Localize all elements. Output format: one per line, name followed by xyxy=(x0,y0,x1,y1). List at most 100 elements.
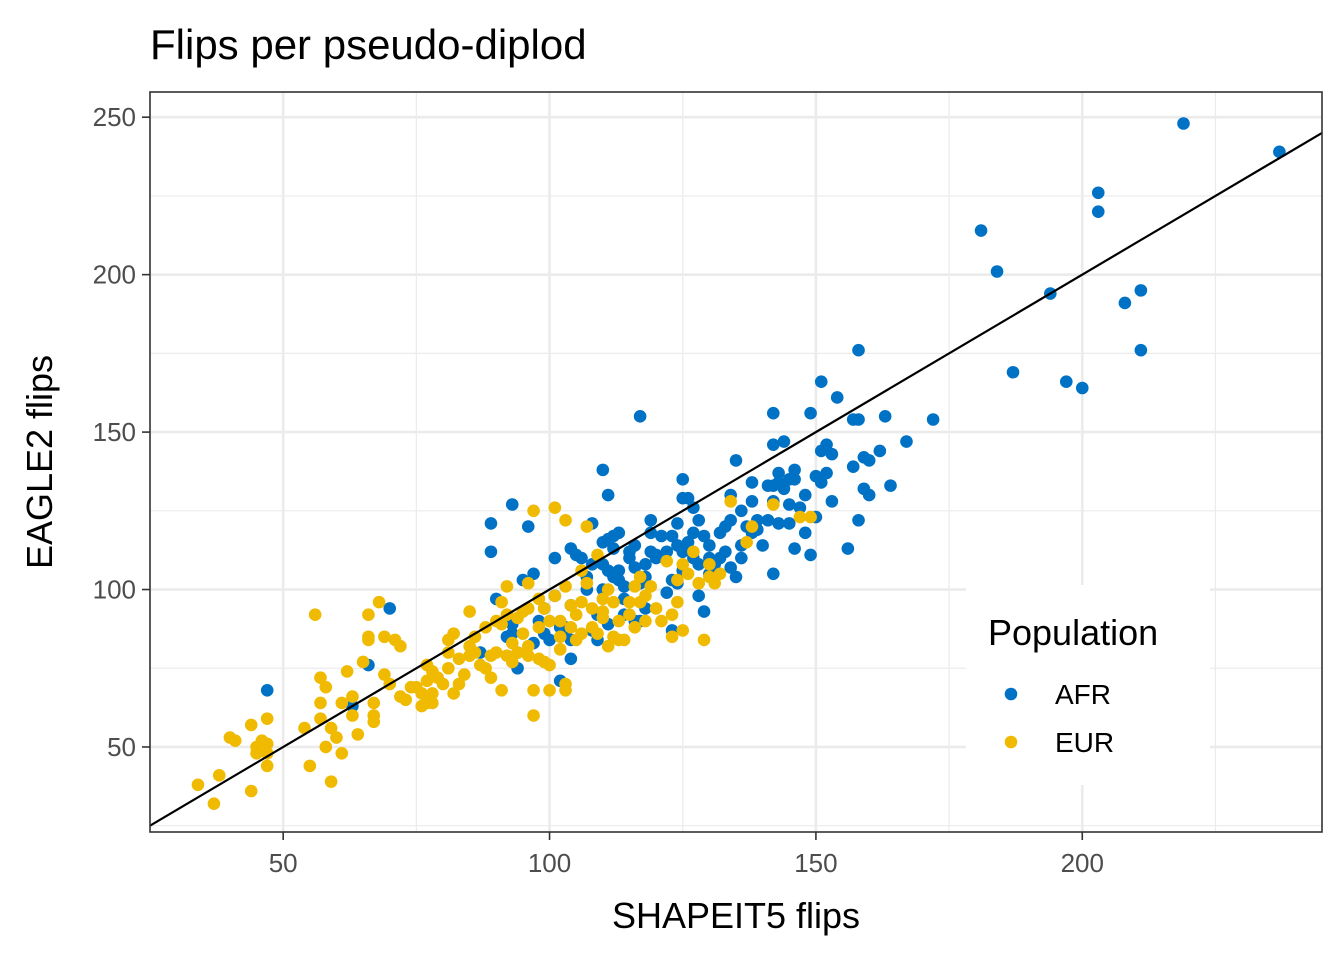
data-point-afr xyxy=(383,602,397,615)
data-point-eur xyxy=(442,646,455,659)
data-point-afr xyxy=(766,438,780,451)
y-tick-label: 150 xyxy=(93,417,136,447)
data-point-afr xyxy=(884,479,897,492)
data-point-eur xyxy=(298,721,311,735)
data-point-eur xyxy=(452,652,466,666)
data-point-afr xyxy=(660,586,674,599)
data-point-eur xyxy=(713,567,727,581)
data-point-eur xyxy=(671,595,684,609)
data-point-eur xyxy=(447,687,460,700)
data-point-afr xyxy=(692,513,706,527)
data-point-eur xyxy=(596,605,610,618)
data-point-afr xyxy=(798,488,812,502)
data-point-afr xyxy=(596,463,610,477)
data-point-eur xyxy=(505,655,519,669)
x-tick-label: 200 xyxy=(1061,848,1104,878)
data-point-afr xyxy=(926,413,940,426)
data-point-eur xyxy=(623,595,636,609)
x-tick-label: 150 xyxy=(794,848,837,878)
data-point-eur xyxy=(639,614,652,628)
data-point-afr xyxy=(601,488,615,502)
data-point-eur xyxy=(463,605,476,618)
data-point-eur xyxy=(532,592,546,606)
data-point-afr xyxy=(671,517,684,530)
legend-key-eur xyxy=(1004,735,1018,749)
data-point-afr xyxy=(804,548,817,562)
data-point-afr xyxy=(777,435,791,448)
data-point-afr xyxy=(655,529,668,543)
data-point-eur xyxy=(527,504,540,518)
data-point-afr xyxy=(660,545,674,559)
data-point-eur xyxy=(665,608,679,622)
data-point-eur xyxy=(601,583,615,596)
data-point-eur xyxy=(260,746,274,760)
data-point-eur xyxy=(697,633,711,647)
data-point-eur xyxy=(527,683,540,697)
data-point-afr xyxy=(974,224,988,237)
data-point-eur xyxy=(362,608,375,622)
data-point-afr xyxy=(692,589,706,603)
data-point-afr xyxy=(772,466,785,480)
data-point-eur xyxy=(564,598,578,612)
data-point-eur xyxy=(521,639,535,653)
data-point-afr xyxy=(633,410,647,423)
data-point-afr xyxy=(724,561,737,574)
data-point-afr xyxy=(804,406,817,420)
data-point-afr xyxy=(543,633,556,647)
data-point-afr xyxy=(617,580,631,593)
data-point-afr xyxy=(772,517,785,530)
data-point-afr xyxy=(665,529,679,543)
data-point-afr xyxy=(548,551,562,565)
data-point-eur xyxy=(633,570,647,584)
data-point-eur xyxy=(596,592,610,606)
data-point-afr xyxy=(628,539,642,552)
data-point-eur xyxy=(793,510,807,524)
data-point-eur xyxy=(553,643,567,656)
data-point-eur xyxy=(569,608,583,622)
data-point-eur xyxy=(244,784,258,798)
data-point-eur xyxy=(319,740,333,754)
data-points xyxy=(191,117,1286,810)
data-point-eur xyxy=(260,759,274,773)
data-point-afr xyxy=(788,463,801,477)
data-point-eur xyxy=(591,627,604,640)
y-axis-ticks: 50 100 150 200 250 xyxy=(93,102,150,762)
data-point-eur xyxy=(580,520,594,533)
data-point-eur xyxy=(575,627,588,640)
data-point-afr xyxy=(649,551,663,565)
data-point-eur xyxy=(527,709,540,722)
data-point-eur xyxy=(601,639,615,653)
data-point-eur xyxy=(559,580,572,593)
data-point-eur xyxy=(537,602,551,615)
data-point-eur xyxy=(687,545,700,559)
data-point-eur xyxy=(548,501,562,514)
data-point-afr xyxy=(628,561,642,574)
data-point-eur xyxy=(426,687,439,700)
data-point-eur xyxy=(495,617,508,631)
data-point-eur xyxy=(495,595,508,609)
data-point-afr xyxy=(873,444,887,458)
data-point-eur xyxy=(260,737,274,751)
data-point-eur xyxy=(468,646,482,659)
data-point-afr xyxy=(735,551,748,565)
data-point-eur xyxy=(415,687,428,700)
data-point-afr xyxy=(830,391,844,404)
data-point-eur xyxy=(378,630,391,644)
x-axis-ticks: 50 100 150 200 xyxy=(269,832,1104,878)
data-point-afr xyxy=(788,473,801,486)
data-point-afr xyxy=(761,513,775,527)
data-point-eur xyxy=(335,696,349,710)
data-point-eur xyxy=(442,661,455,675)
identity-reference-line xyxy=(149,131,1323,827)
data-point-afr xyxy=(575,551,588,565)
data-point-eur xyxy=(308,608,322,622)
data-point-afr xyxy=(1091,205,1105,218)
data-point-afr xyxy=(814,476,828,489)
x-tick-label: 100 xyxy=(528,848,571,878)
data-point-afr xyxy=(697,529,711,543)
data-point-eur xyxy=(543,658,556,672)
data-point-eur xyxy=(676,624,690,637)
data-point-eur xyxy=(191,778,205,792)
data-point-afr xyxy=(825,447,839,461)
data-point-eur xyxy=(628,580,642,593)
